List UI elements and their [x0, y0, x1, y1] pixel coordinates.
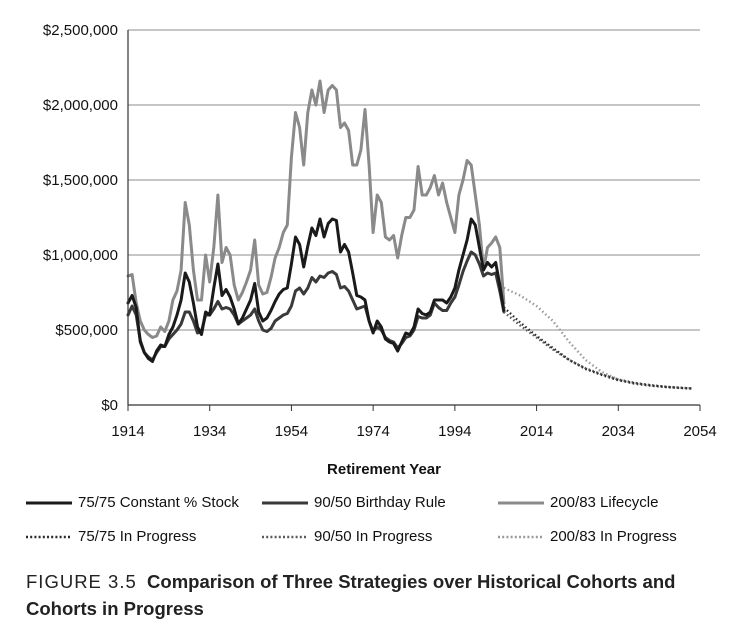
legend-label: 200/83 Lifecycle [550, 494, 659, 511]
legend-item-75-75: 75/75 Constant % Stock [26, 494, 239, 511]
legend-item-90-50: 90/50 Birthday Rule [262, 494, 446, 511]
x-tick-label: 1994 [438, 423, 471, 440]
legend-swatch-dotted-mid [262, 535, 308, 538]
x-tick-label: 1954 [275, 423, 308, 440]
y-tick-label: $2,000,000 [43, 97, 118, 114]
legend-swatch-solid-dark [26, 501, 72, 504]
legend-swatch-solid-light [498, 501, 544, 504]
y-tick-label: $500,000 [55, 322, 118, 339]
legend-swatch-dotted-light [498, 535, 544, 538]
line-chart: $0 $500,000 $1,000,000 $1,500,000 $2,000,000… [43, 22, 717, 478]
legend-item-200-83-progress: 200/83 In Progress [498, 528, 677, 545]
series-line-2 [126, 79, 506, 339]
legend-label: 75/75 In Progress [78, 528, 197, 545]
x-tick-label: 1914 [111, 423, 144, 440]
figure-title: Comparison of Three Strategies over Hist… [26, 571, 676, 619]
x-axis-label: Retirement Year [327, 461, 441, 478]
figure-caption: FIGURE 3.5 Comparison of Three Strategie… [26, 568, 726, 622]
legend-swatch-solid-mid [262, 501, 308, 504]
legend-item-75-75-progress: 75/75 In Progress [26, 528, 196, 545]
x-tick-label: 1974 [356, 423, 389, 440]
legend-label: 75/75 Constant % Stock [78, 494, 239, 511]
legend-item-200-83: 200/83 Lifecycle [498, 494, 658, 511]
y-tick-label: $1,000,000 [43, 247, 118, 264]
x-tick-label: 2014 [520, 423, 553, 440]
series-line-5 [503, 286, 692, 390]
y-axis-ticks: $0 $500,000 $1,000,000 $1,500,000 $2,000,000… [43, 22, 118, 414]
legend-label: 90/50 In Progress [314, 528, 433, 545]
y-tick-label: $0 [101, 397, 118, 414]
y-tick-label: $1,500,000 [43, 172, 118, 189]
x-tick-label: 2054 [683, 423, 716, 440]
series-line-1 [126, 250, 506, 362]
x-tick-label: 2034 [602, 423, 635, 440]
x-axis-ticks: 1914 1934 1954 1974 1994 2014 2034 2054 [111, 405, 717, 440]
legend: 75/75 Constant % Stock 90/50 Birthday Ru… [0, 494, 740, 554]
legend-label: 200/83 In Progress [550, 528, 677, 545]
x-tick-label: 1934 [193, 423, 226, 440]
legend-label: 90/50 Birthday Rule [314, 494, 446, 511]
series-lines [126, 79, 692, 390]
series-line-0 [126, 217, 506, 363]
series-line-3 [503, 306, 692, 390]
y-tick-label: $2,500,000 [43, 22, 118, 39]
legend-item-90-50-progress: 90/50 In Progress [262, 528, 432, 545]
figure-label: FIGURE 3.5 [26, 571, 137, 592]
series-line-4 [503, 311, 692, 390]
legend-swatch-dotted-dark [26, 535, 72, 538]
